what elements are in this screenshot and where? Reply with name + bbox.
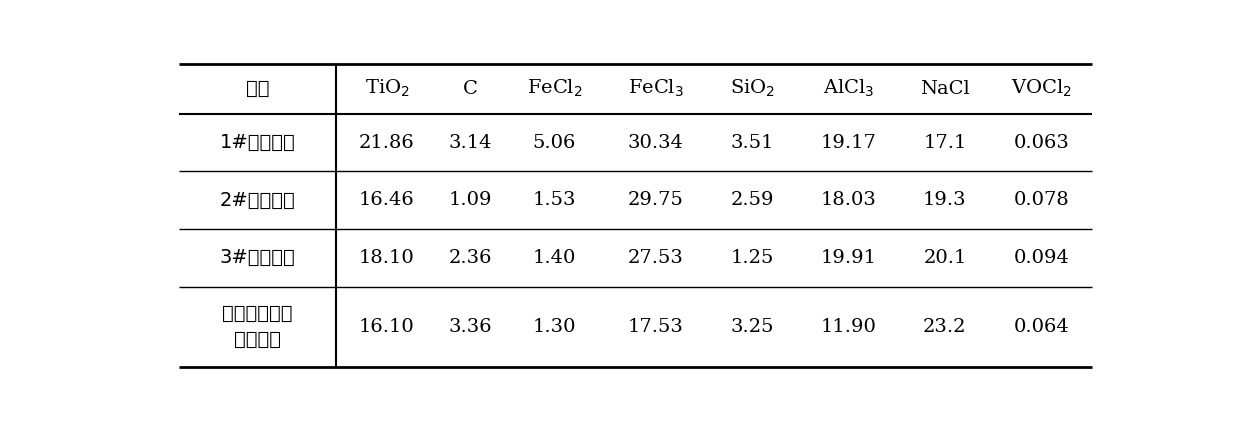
Text: 2#收尘渣样: 2#收尘渣样 — [219, 191, 295, 210]
Text: 1.53: 1.53 — [533, 191, 577, 209]
Text: 19.91: 19.91 — [821, 249, 877, 267]
Text: 0.063: 0.063 — [1013, 134, 1069, 151]
Text: 5.06: 5.06 — [533, 134, 577, 151]
Text: 23.2: 23.2 — [923, 318, 967, 335]
Text: 1.09: 1.09 — [449, 191, 492, 209]
Text: 1.25: 1.25 — [730, 249, 774, 267]
Text: 21.86: 21.86 — [360, 134, 415, 151]
Text: 30.34: 30.34 — [627, 134, 683, 151]
Text: 3.14: 3.14 — [449, 134, 492, 151]
Text: NaCl: NaCl — [920, 80, 970, 98]
Text: 27.53: 27.53 — [627, 249, 683, 267]
Text: 1.40: 1.40 — [533, 249, 577, 267]
Text: C: C — [464, 80, 479, 98]
Text: 0.094: 0.094 — [1013, 249, 1069, 267]
Text: 2.36: 2.36 — [449, 249, 492, 267]
Text: AlCl$_3$: AlCl$_3$ — [823, 78, 874, 99]
Text: 16.46: 16.46 — [360, 191, 415, 209]
Text: 1.30: 1.30 — [533, 318, 577, 335]
Text: 11.90: 11.90 — [821, 318, 877, 335]
Text: 3#收尘渣样: 3#收尘渣样 — [219, 248, 295, 267]
Text: 20.1: 20.1 — [924, 249, 966, 267]
Text: 2.59: 2.59 — [730, 191, 774, 209]
Text: 3.36: 3.36 — [449, 318, 492, 335]
Text: SiO$_2$: SiO$_2$ — [729, 78, 775, 99]
Text: 0.078: 0.078 — [1013, 191, 1069, 209]
Text: 18.10: 18.10 — [360, 249, 415, 267]
Text: 19.17: 19.17 — [821, 134, 877, 151]
Text: 1#收尘渣样: 1#收尘渣样 — [219, 133, 295, 152]
Text: FeCl$_3$: FeCl$_3$ — [627, 78, 683, 99]
Text: 项目: 项目 — [246, 80, 269, 98]
Text: 3.25: 3.25 — [730, 318, 774, 335]
Text: TiO$_2$: TiO$_2$ — [365, 78, 409, 99]
Text: 3.51: 3.51 — [730, 134, 774, 151]
Text: 16.10: 16.10 — [360, 318, 415, 335]
Text: 17.53: 17.53 — [627, 318, 683, 335]
Text: 19.3: 19.3 — [923, 191, 967, 209]
Text: 18.03: 18.03 — [821, 191, 877, 209]
Text: 0.064: 0.064 — [1013, 318, 1069, 335]
Text: 17.1: 17.1 — [924, 134, 966, 151]
Text: 29.75: 29.75 — [627, 191, 683, 209]
Text: 未返收尘室的
含钛泥浆: 未返收尘室的 含钛泥浆 — [222, 304, 293, 349]
Text: VOCl$_2$: VOCl$_2$ — [1011, 78, 1071, 99]
Text: FeCl$_2$: FeCl$_2$ — [527, 78, 583, 99]
